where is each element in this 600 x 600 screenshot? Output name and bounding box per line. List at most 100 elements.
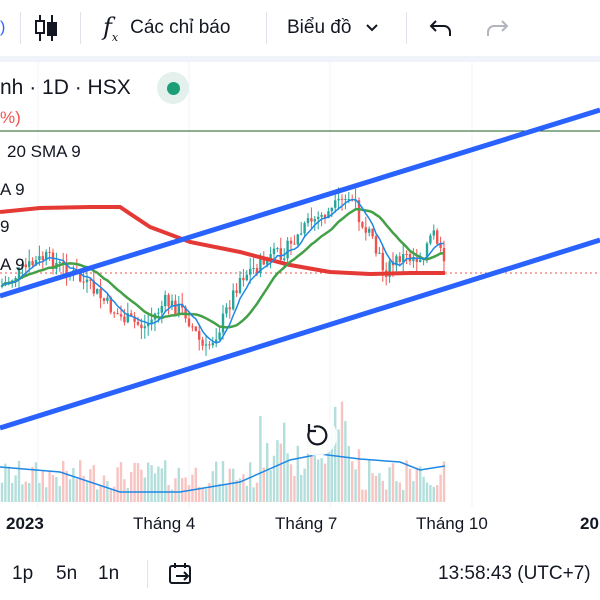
candle-body [228,307,231,310]
candle-body [116,313,119,315]
symbol-legend[interactable]: nh · 1D · HSX [0,74,131,102]
volume-bar [102,475,106,502]
channel-lower-line[interactable] [0,237,600,431]
candle-body [300,233,303,235]
volume-bar [306,440,310,502]
candle-body [147,322,150,327]
range-5d-button[interactable]: 5n [56,563,78,584]
symbol-info: nh · 1D · HSX [0,76,131,99]
candle-body [194,326,197,331]
candle-body [208,344,211,346]
volume-bar [21,484,24,502]
candle-body [48,251,51,253]
candle-body [262,257,265,265]
toolbar-divider [80,12,81,44]
candle-body [167,294,170,307]
volume-bar [289,464,293,502]
volume-bar [11,482,14,502]
candle-body [245,274,248,281]
volume-bar [303,468,306,502]
volume-bar [432,486,435,502]
market-status-indicator[interactable] [157,72,189,104]
candle-body [198,330,201,340]
candle-body [24,264,27,268]
volume-bar [425,482,429,502]
clock-timezone[interactable]: 13:58:43 (UTC+7) [438,563,591,584]
volume-bar [313,448,316,502]
sma-long-line [0,205,445,277]
reset-chart-button[interactable] [297,416,337,456]
candles-button[interactable] [33,0,63,56]
candle-body [395,256,398,266]
change-percent: %) [0,108,21,127]
toolbar-divider [20,12,21,44]
toolbar-partial-button[interactable]: ) [0,0,16,56]
volume-bar [323,463,327,502]
volume-bar [412,481,415,502]
candle-body [303,223,306,234]
candle-body [293,243,296,245]
candle-body [211,342,214,346]
indicator-legend-a[interactable]: A 9 [0,180,25,199]
volume-bar [419,466,422,502]
candle-body [276,248,279,250]
candle-body [402,253,405,262]
volume-bar [310,438,313,502]
volume-average-line [0,453,446,493]
candle-body [296,234,299,245]
candle-body [344,199,347,201]
redo-icon [487,20,509,36]
candle-body [21,264,24,268]
indicators-button[interactable]: fx Các chỉ báo [103,0,230,56]
redo-button[interactable] [484,0,510,56]
candle-body [279,248,282,260]
candle-body [429,235,432,244]
candle-body [191,326,194,328]
rotate-icon [307,424,328,446]
candle-body [439,243,442,248]
candle-body [79,273,82,282]
candle-body [174,300,177,315]
volume-bar [62,460,65,502]
candle-body [28,261,31,268]
candle-body [140,324,143,329]
range-1d-button[interactable]: 1p [12,563,34,584]
toolbar-separator-band [0,56,600,62]
volume-bar [133,462,136,502]
channel-upper-line[interactable] [0,107,600,299]
candle-body [269,254,272,261]
price-chart[interactable] [0,62,600,512]
volume-bar [79,460,82,502]
toolbar-divider [406,12,407,44]
candle-body [0,285,4,287]
volume-bar [225,485,228,502]
candle-body [354,200,357,202]
candle-body [170,300,174,307]
volume-bar [378,473,381,502]
volume-bar [170,489,174,502]
undo-button[interactable] [428,0,454,56]
candle-body [133,316,136,322]
volume-bar [99,485,102,502]
volume-bar [252,487,255,502]
candle-body [388,261,391,277]
indicator-legend-sma[interactable]: 20 SMA 9 [7,142,81,161]
chart-type-button[interactable]: Biểu đồ [287,0,379,56]
range-1n-button[interactable]: 1n [98,563,120,584]
volume-bar [371,473,374,502]
candle-body [85,279,89,283]
volume-bar [184,477,187,502]
volume-bar [279,443,282,502]
candle-body [415,257,418,262]
indicator-legend-a2[interactable]: A 9 [0,255,25,274]
candle-body [249,268,252,275]
candle-body [106,297,109,301]
volume-bar [34,462,38,502]
volume-bar [354,469,357,502]
volume-bar [374,475,378,502]
volume-bar [106,481,109,502]
candle-body [405,253,408,255]
volume-bar [296,445,299,502]
indicator-legend-9[interactable]: 9 [0,217,10,236]
goto-date-button[interactable] [168,548,194,600]
